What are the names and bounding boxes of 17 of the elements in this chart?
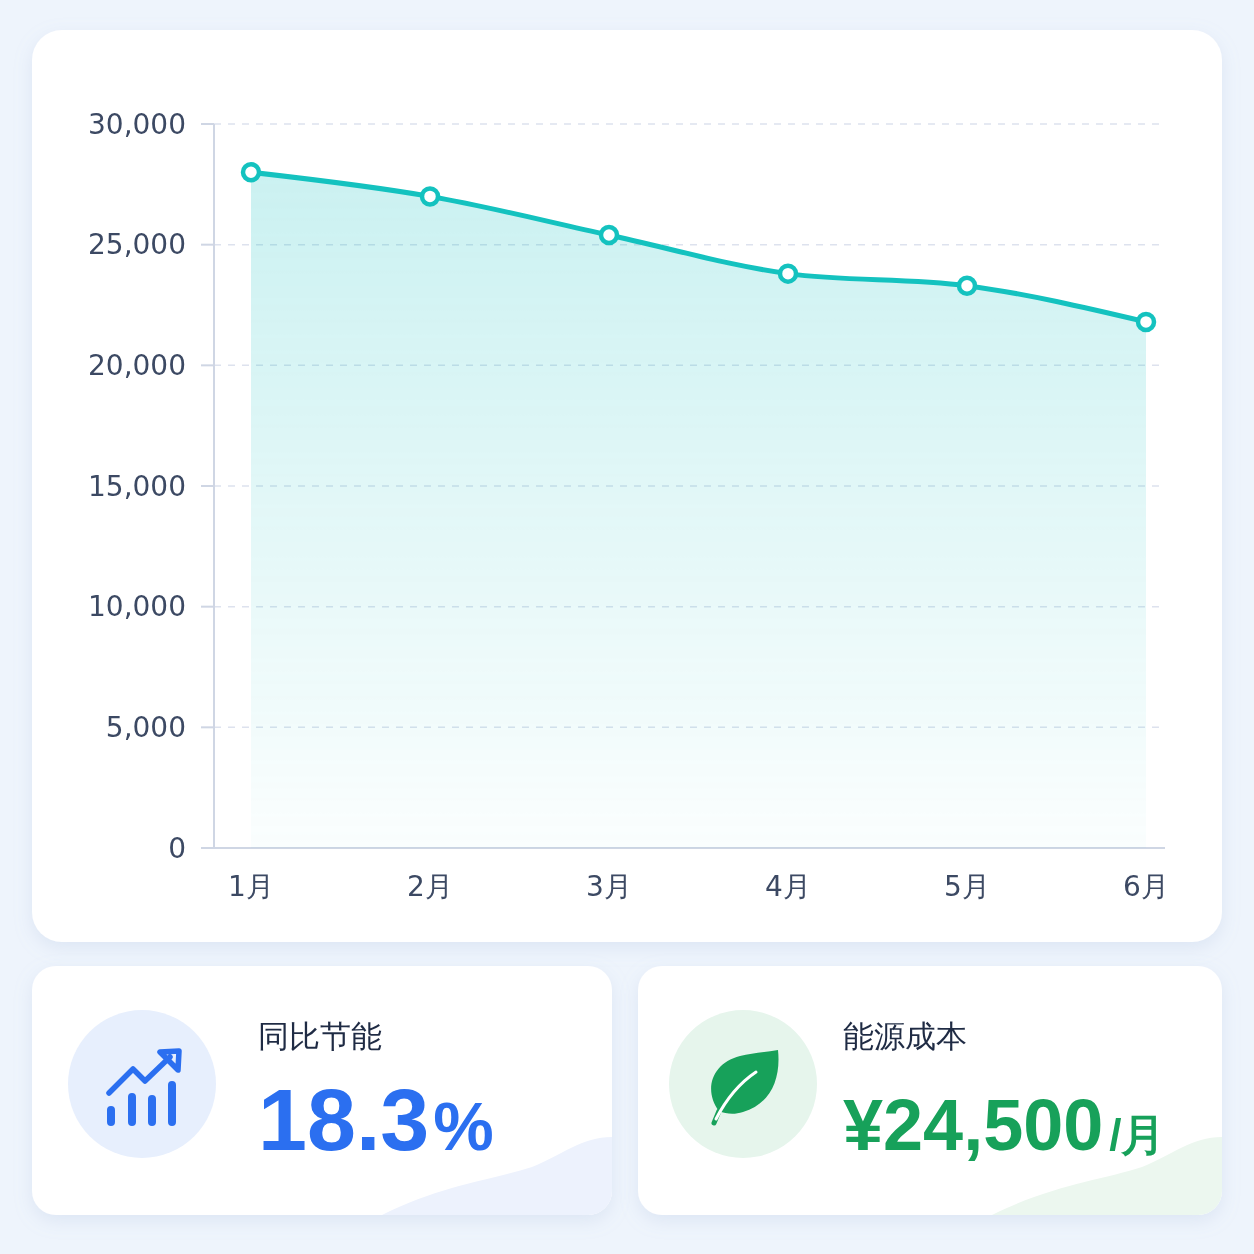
y-tick-label: 15,000 [88,469,186,503]
y-tick-label: 30,000 [88,107,186,141]
text: 18.3% [258,1070,494,1169]
y-tick-label: 20,000 [88,348,186,382]
y-tick-label: 0 [168,831,186,865]
x-tick-label: 1月 [228,869,274,903]
text: 同比节能 [258,1019,382,1054]
x-tick-label: 5月 [944,869,990,903]
y-tick-label: 5,000 [105,710,186,744]
x-tick-label: 4月 [765,869,811,903]
x-tick-label: 3月 [586,869,632,903]
text: 能源成本 [843,1019,967,1054]
text: ¥24,500/月 [843,1085,1166,1165]
y-tick-label: 10,000 [88,590,186,624]
x-tick-label: 2月 [407,869,453,903]
x-tick-label: 6月 [1123,869,1169,903]
y-tick-label: 25,000 [88,228,186,262]
